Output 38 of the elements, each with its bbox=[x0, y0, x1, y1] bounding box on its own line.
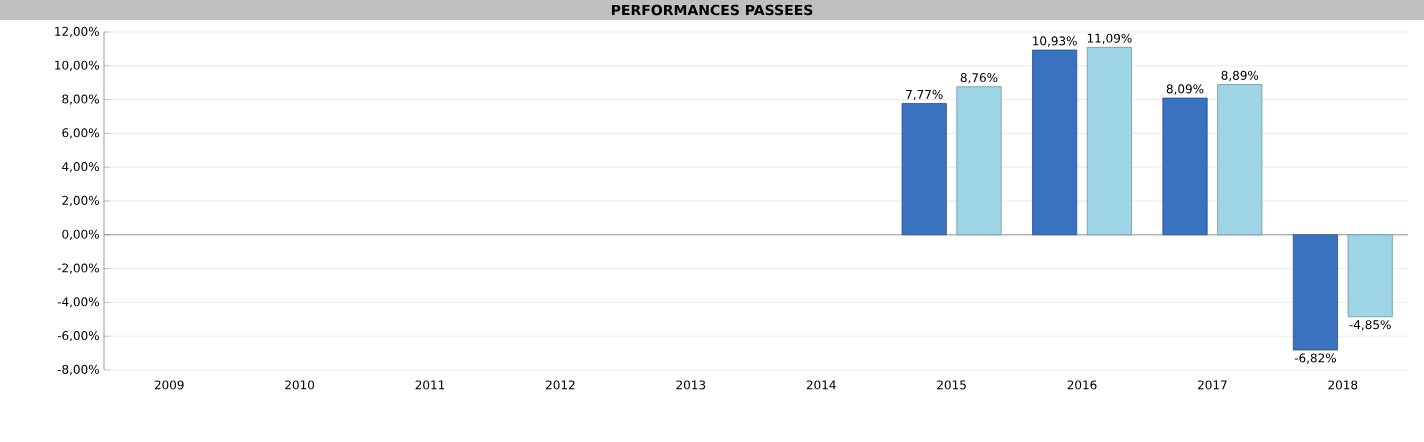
data-label: 8,76% bbox=[960, 73, 998, 84]
y-tick-label: -4,00% bbox=[57, 297, 99, 308]
x-tick-label: 2016 bbox=[1067, 380, 1097, 390]
x-tick-label: 2009 bbox=[154, 380, 184, 390]
x-tick-label: 2011 bbox=[415, 380, 445, 390]
y-tick-label: 10,00% bbox=[55, 60, 99, 71]
bar bbox=[1217, 84, 1263, 236]
y-tick-label: 8,00% bbox=[62, 94, 99, 105]
bar bbox=[1347, 234, 1393, 318]
data-label: 11,09% bbox=[1087, 33, 1132, 44]
bar bbox=[956, 86, 1002, 236]
x-tick-label: 2017 bbox=[1198, 380, 1227, 390]
x-tick-label: 2013 bbox=[676, 380, 706, 390]
chart-title: PERFORMANCES PASSEES bbox=[611, 4, 813, 16]
data-label: 8,89% bbox=[1221, 70, 1259, 82]
y-tick-label: 6,00% bbox=[62, 128, 99, 139]
data-label: -6,82% bbox=[1294, 353, 1336, 364]
bar bbox=[1292, 234, 1338, 351]
y-tick-label: -2,00% bbox=[57, 263, 99, 274]
bar bbox=[1032, 49, 1078, 236]
x-tick-label: 2014 bbox=[806, 380, 836, 390]
x-tick-label: 2018 bbox=[1328, 380, 1358, 390]
data-label: 7,77% bbox=[906, 89, 943, 101]
bar bbox=[1086, 46, 1132, 236]
y-tick-label: 2,00% bbox=[62, 195, 99, 207]
bar bbox=[901, 103, 947, 236]
bar bbox=[1162, 97, 1208, 236]
y-tick-label: 4,00% bbox=[62, 162, 99, 173]
y-tick-label: -8,00% bbox=[57, 364, 99, 376]
y-tick-label: -6,00% bbox=[57, 331, 99, 342]
y-tick-label: 12,00% bbox=[55, 26, 99, 38]
data-label: 10,93% bbox=[1033, 36, 1077, 47]
data-label: 8,09% bbox=[1166, 84, 1204, 95]
x-tick-label: 2015 bbox=[937, 380, 966, 390]
data-label: -4,85% bbox=[1349, 320, 1391, 331]
x-tick-label: 2012 bbox=[546, 380, 575, 390]
y-tick-label: 0,00% bbox=[62, 229, 99, 240]
x-tick-label: 2010 bbox=[285, 380, 315, 390]
